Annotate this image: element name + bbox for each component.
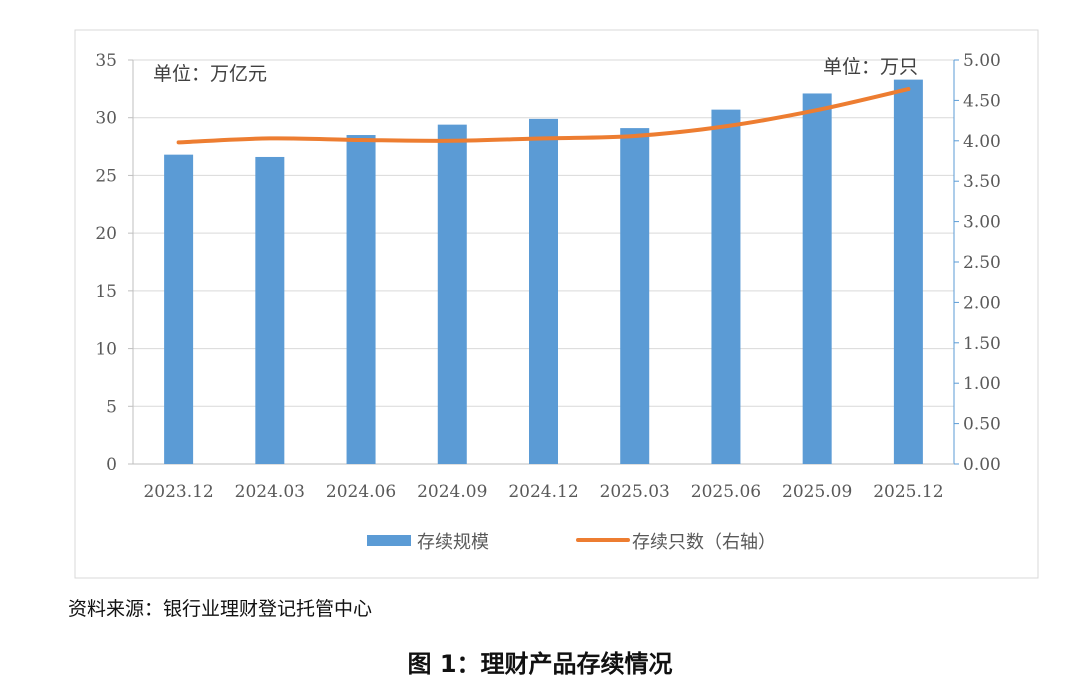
right-tick-label: 0.00 bbox=[963, 455, 1001, 475]
bar bbox=[893, 79, 923, 464]
x-tick-label: 2025.03 bbox=[600, 482, 670, 502]
right-tick-label: 2.00 bbox=[963, 293, 1001, 313]
left-tick-label: 10 bbox=[95, 340, 117, 360]
right-tick-label: 4.50 bbox=[963, 91, 1001, 111]
legend-bar-swatch bbox=[367, 535, 411, 546]
bar bbox=[164, 154, 194, 464]
right-tick-label: 5.00 bbox=[963, 51, 1001, 71]
x-tick-label: 2023.12 bbox=[143, 482, 213, 502]
left-tick-label: 35 bbox=[95, 51, 117, 71]
left-tick-label: 30 bbox=[95, 109, 117, 129]
bar bbox=[802, 93, 832, 464]
source-note: 资料来源：银行业理财登记托管中心 bbox=[68, 598, 373, 620]
legend-bar-label: 存续规模 bbox=[417, 532, 489, 553]
right-tick-label: 2.50 bbox=[963, 253, 1001, 273]
left-tick-label: 15 bbox=[95, 282, 117, 302]
bar bbox=[437, 124, 467, 464]
figure-caption: 图 1：理财产品存续情况 bbox=[407, 650, 673, 678]
x-tick-label: 2025.12 bbox=[873, 482, 943, 502]
bar bbox=[711, 109, 741, 465]
x-tick-label: 2024.09 bbox=[417, 482, 487, 502]
x-tick-label: 2025.09 bbox=[782, 482, 852, 502]
bar bbox=[529, 118, 558, 465]
chart-svg: 0 5 10 15 20 25 30 35 0.00 0.50 1.00 1.50 2.00 2.50 3.… bbox=[74, 29, 1039, 579]
x-tick-label: 2024.03 bbox=[235, 482, 305, 502]
right-tick-label: 4.00 bbox=[963, 132, 1001, 152]
right-unit-label: 单位：万只 bbox=[823, 56, 918, 78]
right-tick-label: 3.50 bbox=[963, 172, 1001, 192]
right-tick-label: 1.00 bbox=[963, 374, 1001, 394]
left-tick-label: 5 bbox=[106, 397, 117, 417]
left-tick-label: 20 bbox=[95, 224, 117, 244]
bar bbox=[620, 128, 650, 465]
right-tick-label: 3.00 bbox=[963, 213, 1001, 233]
x-tick-label: 2024.12 bbox=[508, 482, 578, 502]
legend-line-label: 存续只数（右轴） bbox=[632, 532, 776, 553]
right-tick-label: 1.50 bbox=[963, 334, 1001, 354]
right-tick-label: 0.50 bbox=[963, 415, 1001, 435]
x-tick-label: 2025.06 bbox=[691, 482, 761, 502]
chart-container: 0 5 10 15 20 25 30 35 0.00 0.50 1.00 1.50 2.00 2.50 3.… bbox=[74, 29, 1039, 579]
left-tick-label: 25 bbox=[95, 166, 117, 186]
bar bbox=[346, 135, 376, 464]
left-unit-label: 单位：万亿元 bbox=[153, 63, 267, 85]
bar bbox=[255, 156, 285, 464]
x-tick-label: 2024.06 bbox=[326, 482, 396, 502]
left-tick-label: 0 bbox=[106, 455, 117, 475]
